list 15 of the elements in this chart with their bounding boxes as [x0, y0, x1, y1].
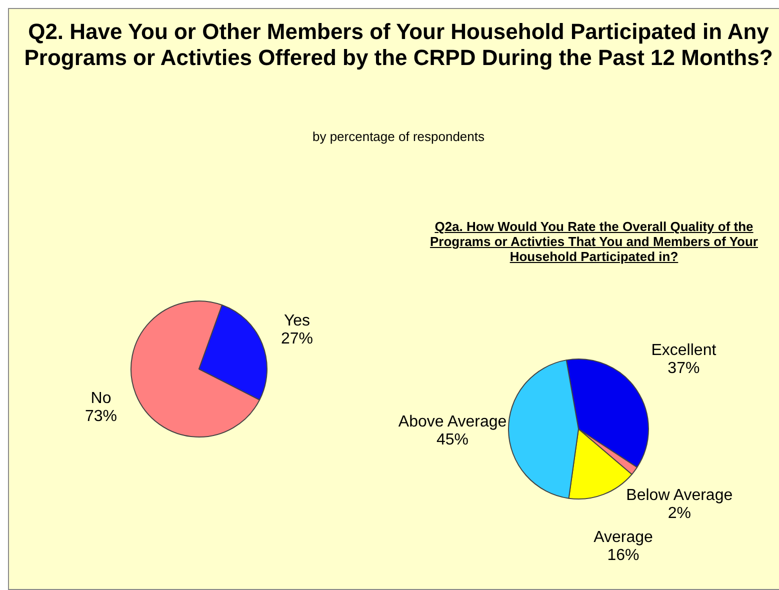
data-label: 45% [436, 432, 469, 449]
text: Q2. Have You or Other Members of Your Household Participated in Any Programs or Activties Offered by the CRPD During the Past 12 Months? [23, 19, 774, 71]
slice-label: No [90, 390, 112, 408]
slice-label: Average [594, 529, 653, 546]
chart-title: Q2a. How Would You Rate the Overall Quality of the Programs or Activties That You and Members of Your Household Participated in? [429, 219, 759, 264]
data-label: 27% [280, 330, 314, 348]
slice-label: Above Average [398, 414, 507, 431]
data-label: 37% [668, 360, 700, 378]
slice-label: Excellent [651, 342, 717, 360]
slice-label: Below Average [626, 486, 733, 504]
data-label: 16% [607, 547, 640, 564]
slice-label: Yes [284, 312, 310, 330]
text: by percentage of respondents [311, 129, 486, 144]
data-label: 73% [84, 408, 118, 426]
data-label: 2% [668, 504, 691, 522]
